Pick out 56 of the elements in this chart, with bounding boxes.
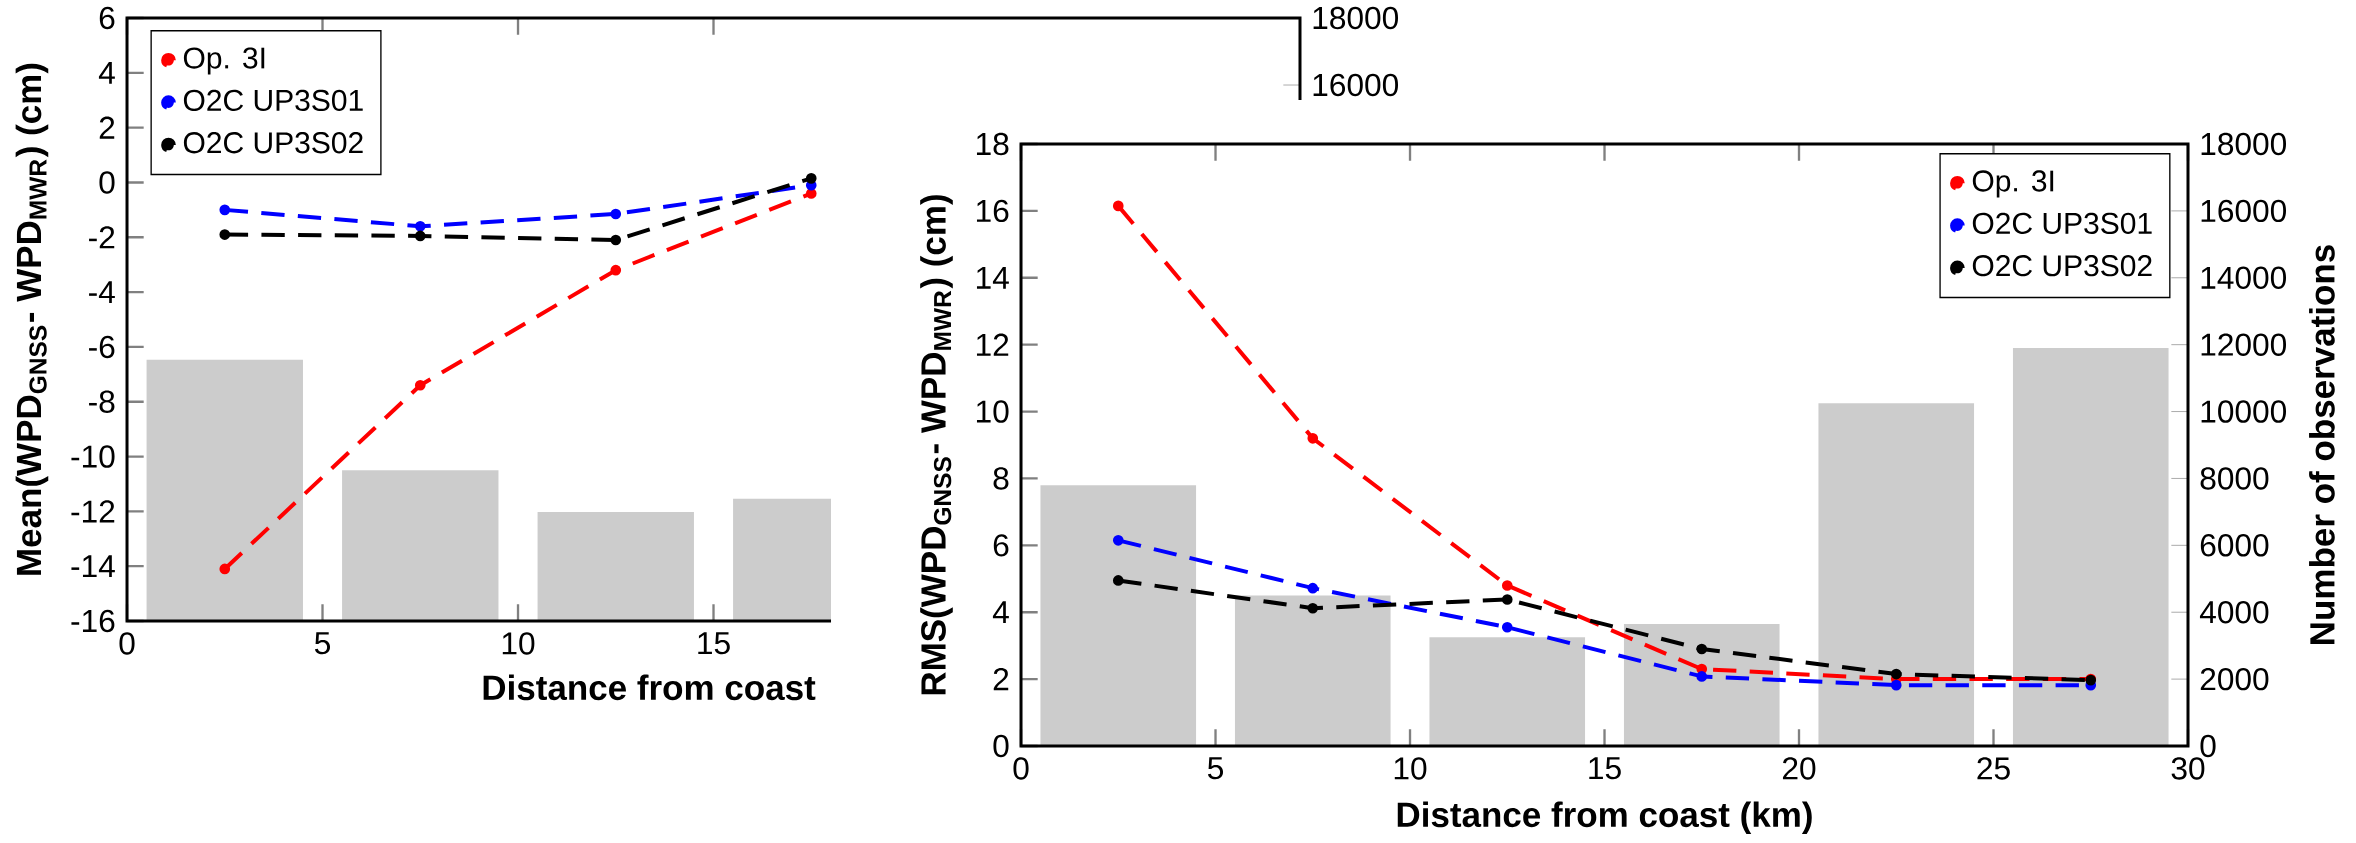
y2-tick-label: 12000 [2201,333,2287,356]
y-tick-label: 18 [976,132,1009,156]
x-axis-title: Distance from coast (km) [1397,801,1812,835]
y-tick-label: 2 [99,116,115,139]
y-tick-label: 4 [992,601,1009,624]
y2-tick-label: 18000 [2201,132,2287,156]
y2-tick-label: 10000 [2201,400,2287,423]
y2-axis-title: Number of observations [2309,245,2335,644]
x-tick-label: 15 [1589,757,1621,780]
y2-tick-label: 16000 [2201,199,2287,223]
legend-label: Op. 3I [183,47,265,75]
y-tick-label: -10 [71,445,115,468]
y-tick-label: 4 [98,61,115,84]
y-tick-label: -16 [71,609,115,633]
y2-tick-label: 2000 [2200,667,2269,691]
x-tick-label: 20 [1782,757,1816,780]
y2-tick-label: 6000 [2200,534,2269,557]
y-tick-label: 6 [993,534,1009,557]
y-tick-label: -8 [89,390,115,413]
y-axis-title: Mean(WPD$_{GNSS}$- WPD$_{MWR}$) (cm) [15,63,49,575]
y-tick-label: 12 [976,333,1009,356]
x-tick-label: 0 [1013,757,1029,780]
y2-tick-label: 18000 [1313,6,1399,30]
x-tick-label: 25 [1977,757,2010,780]
x-tick-label: 10 [1394,757,1427,780]
y-tick-label: 6 [99,6,115,30]
y-tick-label: -12 [71,500,115,523]
y2-tick-label: 0 [2200,734,2216,758]
y2-tick-label: 16000 [1313,73,1399,97]
x-tick-label: 5 [1207,757,1224,780]
y-tick-label: -2 [89,226,115,249]
y-tick-label: 10 [976,400,1009,423]
y-tick-label: 16 [976,199,1009,223]
y2-tick-label: 14000 [2201,266,2287,289]
y2-tick-label: 4000 [2199,601,2269,624]
y-tick-label: -6 [89,335,115,359]
x-tick-label: 30 [2171,757,2205,780]
y-tick-label: -14 [71,555,115,578]
y-tick-label: 2 [993,668,1009,691]
legend-label: Op. 3I [1972,170,2054,198]
y2-tick-label: 8000 [2200,467,2269,490]
x-tick-label: 10 [502,632,535,655]
y-axis-title: RMS(WPD$_{GNSS}$- WPD$_{MWR}$) (cm) [920,195,953,695]
legend-label: O2C UP3S01 [183,89,363,112]
legend-label: O2C UP3S01 [1972,212,2152,234]
y-tick-label: 0 [99,171,115,194]
legend-label: O2C UP3S02 [1972,255,2152,277]
y-tick-label: -4 [89,281,115,303]
x-tick-label: 0 [119,632,135,655]
x-axis-title: Distance from coast [483,674,816,701]
y-tick-label: 0 [993,734,1009,758]
legend-label: O2C UP3S02 [183,132,363,154]
x-tick-label: 5 [314,632,331,655]
y-tick-label: 14 [976,266,1009,289]
x-tick-label: 15 [698,632,730,655]
y-tick-label: 8 [993,467,1009,490]
